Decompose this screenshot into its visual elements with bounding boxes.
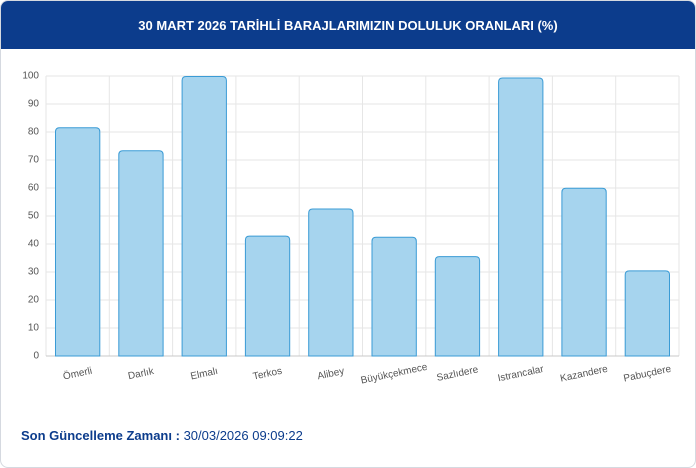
y-tick-label: 60 (28, 183, 40, 194)
y-tick-label: 20 (28, 295, 40, 306)
y-tick-label: 70 (28, 155, 40, 166)
y-tick-label: 100 (22, 71, 39, 82)
y-tick-label: 10 (28, 323, 40, 334)
bar (498, 77, 544, 357)
x-tick-label: Kazandere (559, 364, 609, 385)
footer: Son Güncelleme Zamanı : 30/03/2026 09:09… (21, 428, 303, 443)
bar (434, 256, 481, 357)
chart-title: 30 MART 2026 TARİHLİ BARAJLARIMIZIN DOLU… (1, 1, 695, 49)
y-tick-label: 50 (28, 211, 40, 222)
x-tick-label: Terkos (252, 366, 283, 383)
x-tick-label: Ömerli (62, 365, 93, 383)
bar (561, 187, 607, 357)
y-tick-label: 80 (28, 127, 40, 138)
y-tick-label: 0 (33, 351, 39, 362)
x-tick-label: Darlık (127, 366, 156, 382)
bar (371, 236, 417, 357)
x-tick-label: Sazlıdere (436, 364, 480, 384)
bar (54, 127, 101, 357)
footer-value: 30/03/2026 09:09:22 (183, 428, 303, 443)
x-tick-label: Alibey (316, 366, 345, 382)
bar (181, 76, 227, 357)
y-tick-label: 90 (28, 99, 40, 110)
x-tick-label: Büyükçekmece (360, 362, 429, 387)
chart: 0 10 20 30 40 50 60 70 80 90 100 Ömerli Darlık Elmalı… (22, 71, 680, 387)
bar (244, 235, 291, 357)
y-tick-label: 40 (28, 239, 40, 250)
y-tick-label: 30 (28, 267, 40, 278)
bar (624, 270, 671, 357)
bar (308, 208, 354, 357)
x-tick-label: Istrancalar (497, 364, 546, 385)
footer-label: Son Güncelleme Zamanı : (21, 428, 180, 443)
x-tick-label: Pabuçdere (623, 364, 673, 385)
x-tick-label: Elmalı (190, 366, 219, 383)
bar (118, 150, 164, 357)
